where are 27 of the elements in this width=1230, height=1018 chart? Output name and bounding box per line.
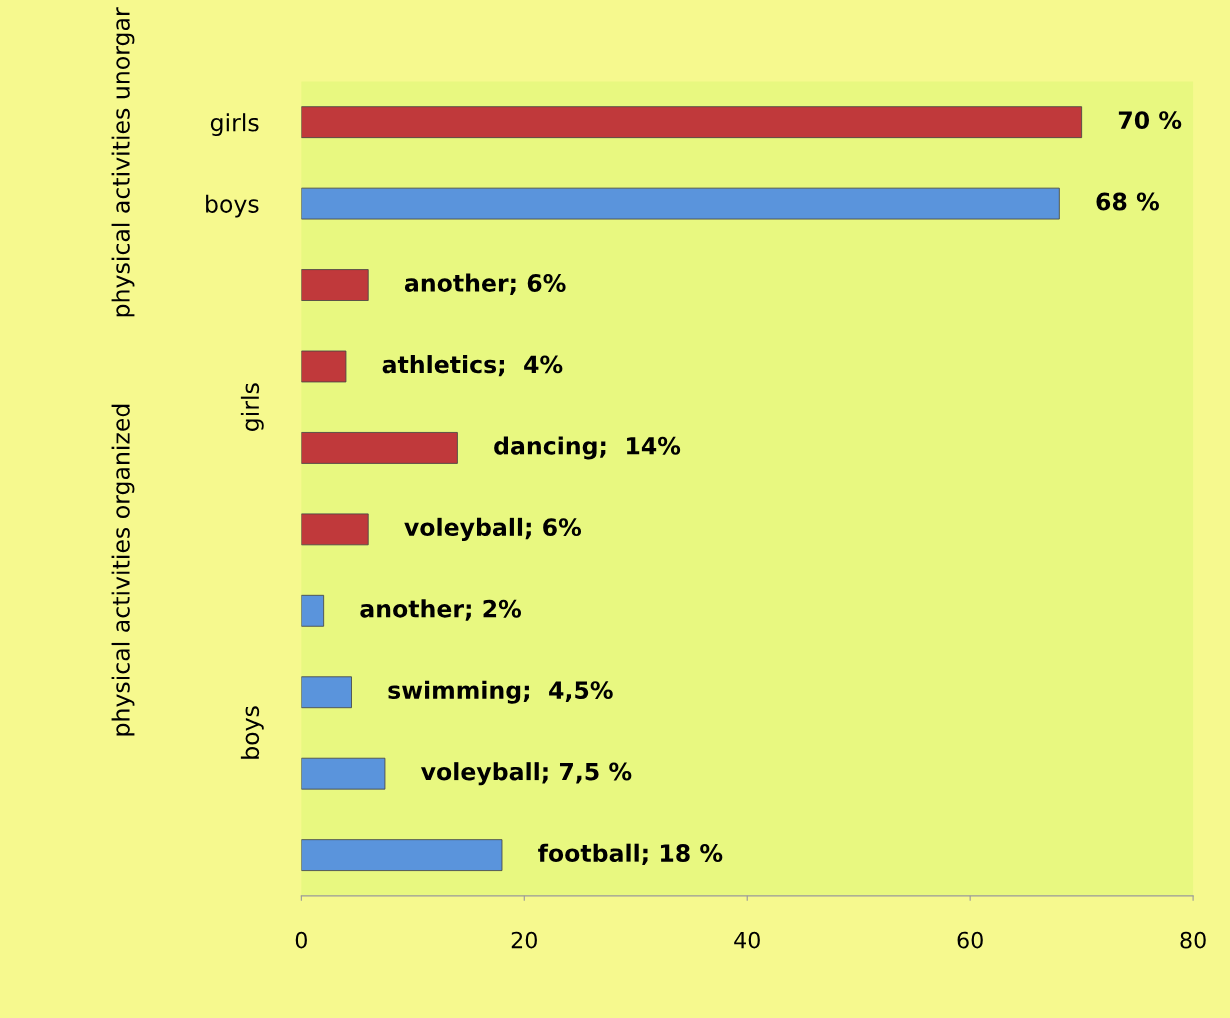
text: physical activities unorgar [111, 7, 135, 317]
x-tick-label: 80 [1180, 931, 1206, 949]
data-label: swimming; 4,5% [388, 680, 613, 704]
data-label: athletics; 4% [382, 355, 563, 377]
data-label: voleyball; 7,5 % [420, 762, 632, 786]
data-label: another; 6% [404, 273, 566, 295]
x-tick-label: 20 [511, 931, 537, 949]
bar [301, 513, 369, 546]
x-tick-label: 0 [295, 931, 307, 949]
data-label: voleyball; 6% [404, 517, 582, 541]
bar [301, 757, 386, 790]
data-label: dancing; 14% [494, 436, 681, 460]
bar [301, 839, 503, 872]
data-label: 70 % [1118, 111, 1182, 130]
bar [301, 432, 458, 464]
data-label: football; 18 % [538, 843, 723, 865]
bar [301, 594, 325, 627]
bar [301, 106, 1083, 139]
x-tick-label: 60 [957, 931, 983, 949]
bar [301, 269, 369, 301]
bar [301, 676, 352, 709]
x-tick-label: 40 [734, 931, 760, 949]
data-label: 68 % [1096, 192, 1159, 211]
bar [301, 187, 1060, 220]
text: physical activities organized [111, 404, 135, 736]
data-label: another; 2% [360, 599, 522, 621]
bar [301, 350, 347, 383]
